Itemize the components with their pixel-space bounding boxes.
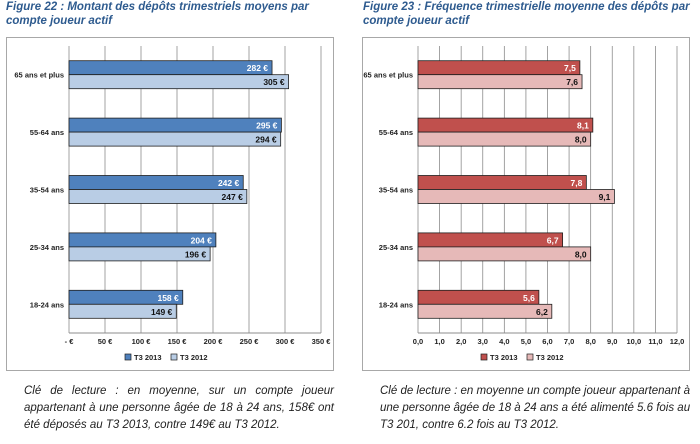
frequency-tick-label: 7,0 <box>564 337 574 346</box>
figure-22-title: Figure 22 : Montant des dépôts trimestri… <box>6 1 309 27</box>
frequency-tick-label: 3,0 <box>478 337 488 346</box>
frequency-tick-label: 8,0 <box>585 337 595 346</box>
frequency-bar-t3-2012 <box>417 246 592 262</box>
frequency-data-label: 7,5 <box>564 63 576 73</box>
amount-tick-label: 300 € <box>276 337 296 346</box>
frequency-data-label: 5,6 <box>523 293 535 303</box>
amount-tick-label: - € <box>65 337 75 346</box>
frequency-tick-label: 12,0 <box>670 337 685 346</box>
frequency-bar-t3-2012 <box>417 303 553 319</box>
frequency-data-label: 7,6 <box>566 77 578 87</box>
amount-legend-label: T3 2012 <box>180 353 208 362</box>
frequency-category-label: 65 ans et plus <box>363 71 413 80</box>
amount-legend-label: T3 2013 <box>134 353 162 362</box>
amount-bar-t3-2012 <box>68 74 290 90</box>
amount-bar-t3-2012 <box>68 303 177 319</box>
figure-23-title: Figure 23 : Fréquence trimestrielle moye… <box>363 1 690 27</box>
amount-data-label: 204 € <box>191 235 213 245</box>
amount-tick-label: 200 € <box>204 337 224 346</box>
frequency-category-label: 25-34 ans <box>379 243 413 252</box>
frequency-tick-label: 5,0 <box>521 337 531 346</box>
deposit-amount-chart: - € 50 € 100 € 150 € 200 € 250 € 300 € 350 € 65 … <box>6 37 334 371</box>
frequency-category-label: 55-64 ans <box>379 128 413 137</box>
frequency-data-label: 8,0 <box>575 249 587 259</box>
frequency-tick-label: 11,0 <box>648 337 662 346</box>
frequency-tick-label: 0,0 <box>413 337 423 346</box>
frequency-tick-label: 2,0 <box>456 337 466 346</box>
amount-bar-t3-2012 <box>68 131 282 147</box>
frequency-bar-t3-2012 <box>417 189 615 204</box>
amount-category-label: 18-24 ans <box>30 300 64 309</box>
amount-bar-t3-2013 <box>68 60 273 76</box>
amount-data-label: 294 € <box>255 135 277 145</box>
amount-tick-label: 350 € <box>312 337 332 346</box>
amount-tick-label: 150 € <box>168 337 188 346</box>
frequency-legend-label: T3 2012 <box>536 353 564 362</box>
frequency-bar-t3-2012 <box>417 131 592 147</box>
frequency-tick-label: 1,0 <box>434 337 444 346</box>
deposit-amount-chart-svg: - € 50 € 100 € 150 € 200 € 250 € 300 € 350 € 65 … <box>14 46 332 362</box>
amount-data-label: 295 € <box>256 121 278 131</box>
frequency-tick-label: 9,0 <box>607 337 617 346</box>
frequency-bar-t3-2013 <box>417 60 581 76</box>
frequency-bar-t3-2013 <box>417 117 594 133</box>
amount-data-label: 282 € <box>247 63 269 73</box>
frequency-data-label: 6,2 <box>536 307 548 317</box>
figure-22-caption: Clé de lecture : en moyenne, sur un comp… <box>24 385 334 431</box>
frequency-data-label: 9,1 <box>599 192 611 202</box>
frequency-category-label: 18-24 ans <box>379 300 413 309</box>
frequency-legend-label: T3 2013 <box>490 353 518 362</box>
frequency-bar-t3-2013 <box>417 289 540 305</box>
amount-category-label: 55-64 ans <box>30 128 64 137</box>
amount-tick-label: 50 € <box>98 337 113 346</box>
amount-data-label: 247 € <box>222 192 244 202</box>
amount-data-label: 196 € <box>185 249 207 259</box>
frequency-category-label: 35-54 ans <box>379 186 413 195</box>
figure-23-caption: Clé de lecture : en moyenne un compte jo… <box>380 385 691 431</box>
amount-bar-t3-2013 <box>68 117 282 133</box>
amount-legend-swatch <box>170 353 178 361</box>
amount-data-label: 242 € <box>218 178 240 188</box>
frequency-bar-t3-2013 <box>417 175 587 190</box>
amount-category-label: 25-34 ans <box>30 243 64 252</box>
deposit-frequency-chart-svg: 0,0 1,0 2,0 3,0 4,0 5,0 6,0 7,0 8,0 9,0 10,0 11,0 12… <box>363 46 685 362</box>
amount-tick-label: 250 € <box>240 337 260 346</box>
amount-legend-swatch <box>124 353 132 361</box>
amount-bar-t3-2012 <box>68 189 248 204</box>
frequency-tick-label: 10,0 <box>627 337 642 346</box>
frequency-data-label: 8,1 <box>577 121 589 131</box>
amount-data-label: 149 € <box>151 307 173 317</box>
frequency-legend-swatch <box>480 353 488 361</box>
frequency-bar-t3-2012 <box>417 74 583 90</box>
frequency-data-label: 8,0 <box>575 135 587 145</box>
frequency-tick-label: 4,0 <box>499 337 509 346</box>
frequency-bar-t3-2013 <box>417 232 564 248</box>
amount-data-label: 305 € <box>263 77 285 87</box>
amount-bar-t3-2012 <box>68 246 211 262</box>
frequency-tick-label: 6,0 <box>542 337 552 346</box>
frequency-data-label: 6,7 <box>547 235 559 245</box>
frequency-legend-swatch <box>526 353 534 361</box>
amount-category-label: 65 ans et plus <box>14 71 64 80</box>
amount-category-label: 35-54 ans <box>30 186 64 195</box>
frequency-data-label: 7,8 <box>571 178 583 188</box>
amount-tick-label: 100 € <box>132 337 152 346</box>
deposit-frequency-chart: 0,0 1,0 2,0 3,0 4,0 5,0 6,0 7,0 8,0 9,0 10,0 11,0 12… <box>362 37 690 371</box>
amount-data-label: 158 € <box>157 293 179 303</box>
